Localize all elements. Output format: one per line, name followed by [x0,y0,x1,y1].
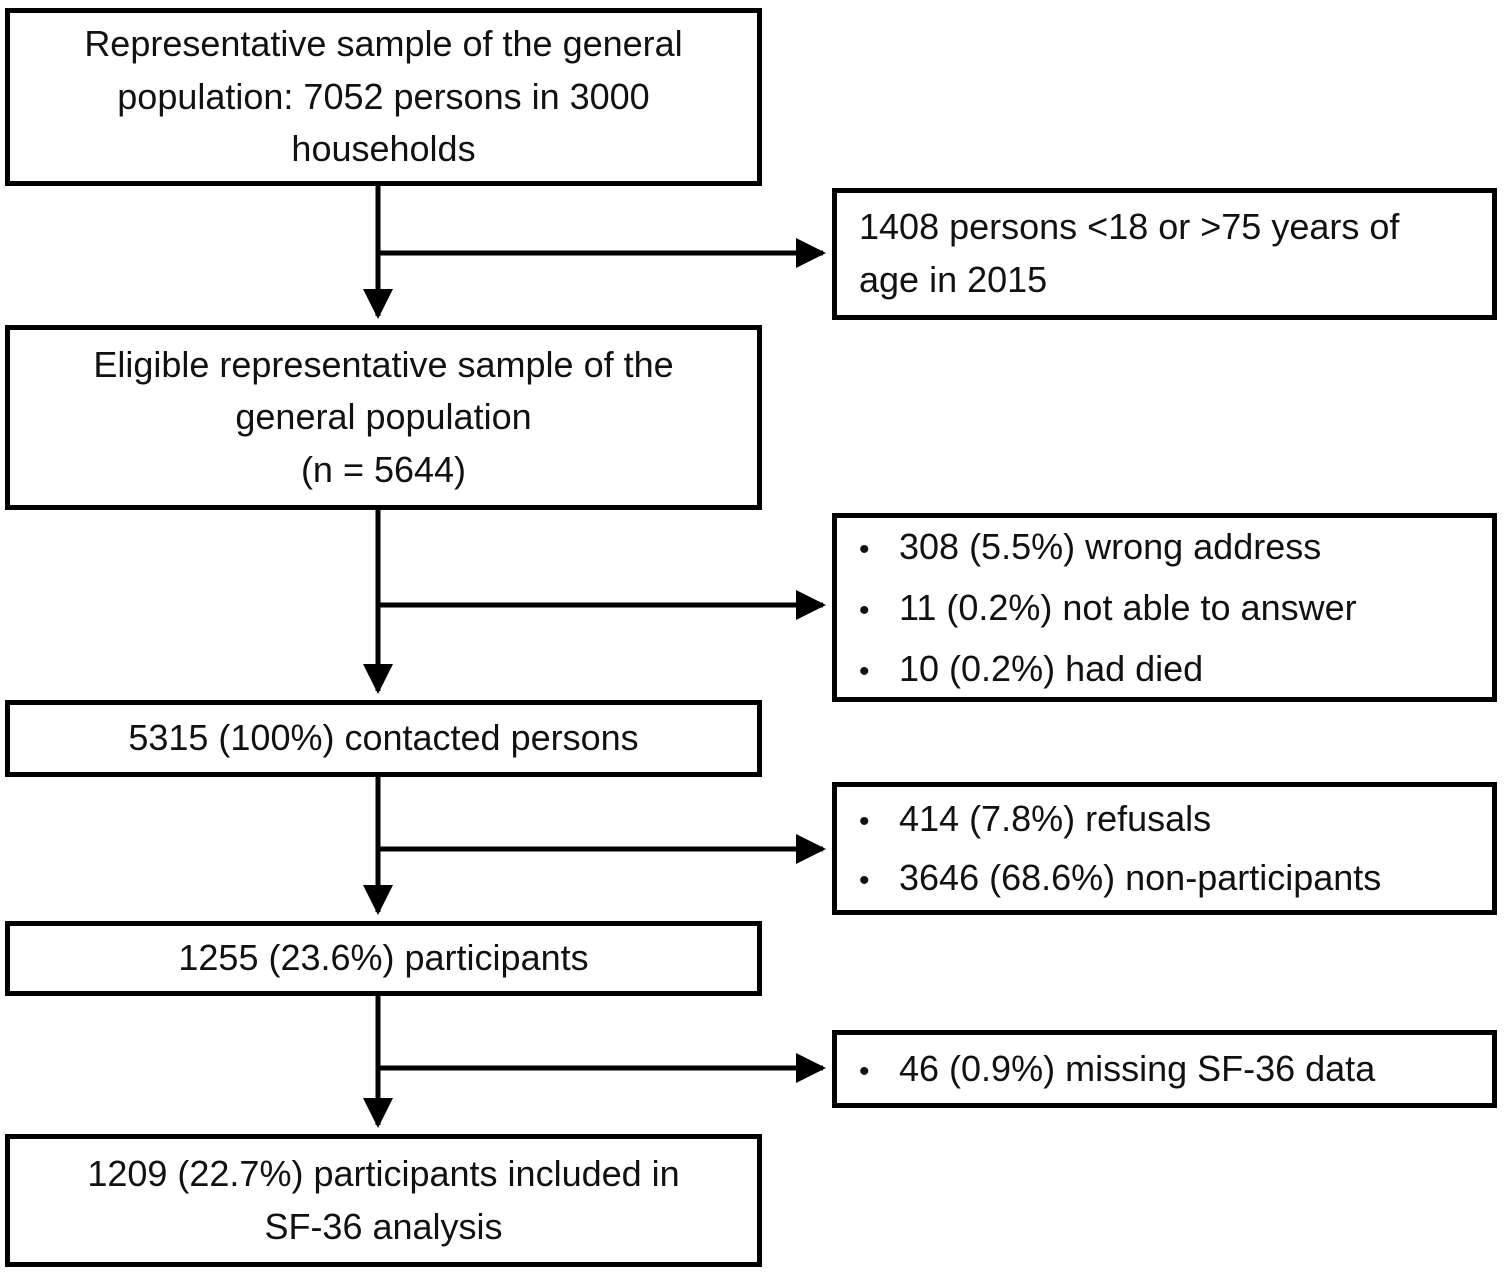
bullet-text: 46 (0.9%) missing SF-36 data [899,1047,1376,1089]
box-excluded-contact-failures: • 308 (5.5%) wrong address • 11 (0.2%) n… [832,513,1497,702]
box-text-line: SF-36 analysis [264,1205,503,1247]
box-text-line: households [291,128,476,170]
box-excluded-refusals: • 414 (7.8%) refusals • 3646 (68.6%) non… [832,782,1497,915]
bullet-text: 10 (0.2%) had died [899,648,1204,690]
box-text-line: 1408 persons <18 or >75 years of [859,206,1400,248]
bullet-item: • 414 (7.8%) refusals [859,790,1492,848]
box-text-line: 1209 (22.7%) participants included in [87,1152,680,1194]
box-participants: 1255 (23.6%) participants [5,921,762,996]
bullet-text: 414 (7.8%) refusals [899,798,1212,840]
box-text-line: general population [235,396,532,438]
box-text-line: 1255 (23.6%) participants [178,937,589,979]
box-included-analysis: 1209 (22.7%) participants included in SF… [5,1134,762,1267]
box-text-line: population: 7052 persons in 3000 [117,75,650,117]
box-excluded-age: 1408 persons <18 or >75 years of age in … [832,188,1497,320]
box-representative-sample: Representative sample of the general pop… [5,8,762,186]
bullet-icon: • [859,863,870,897]
box-excluded-missing-data: • 46 (0.9%) missing SF-36 data [832,1030,1497,1108]
box-text-line: 5315 (100%) contacted persons [128,717,639,759]
bullet-item: • 11 (0.2%) not able to answer [859,577,1492,638]
box-text-line: age in 2015 [859,259,1048,300]
bullet-text: 3646 (68.6%) non-participants [899,856,1382,898]
bullet-text: 308 (5.5%) wrong address [899,525,1322,567]
bullet-text: 11 (0.2%) not able to answer [899,586,1357,628]
box-text-line: Representative sample of the general [84,23,683,65]
bullet-item: • 10 (0.2%) had died [859,638,1492,699]
bullet-icon: • [859,1054,870,1088]
bullet-icon: • [859,655,870,689]
box-text-line: Eligible representative sample of the [93,343,674,385]
bullet-icon: • [859,593,870,627]
bullet-icon: • [859,805,870,839]
bullet-item: • 308 (5.5%) wrong address [859,516,1492,577]
box-text-line: (n = 5644) [300,448,467,490]
box-contacted-persons: 5315 (100%) contacted persons [5,700,762,777]
bullet-item: • 46 (0.9%) missing SF-36 data [859,1043,1492,1096]
bullet-item: • 3646 (68.6%) non-participants [859,849,1492,907]
bullet-icon: • [859,532,870,566]
box-eligible-sample: Eligible representative sample of the ge… [5,325,762,510]
